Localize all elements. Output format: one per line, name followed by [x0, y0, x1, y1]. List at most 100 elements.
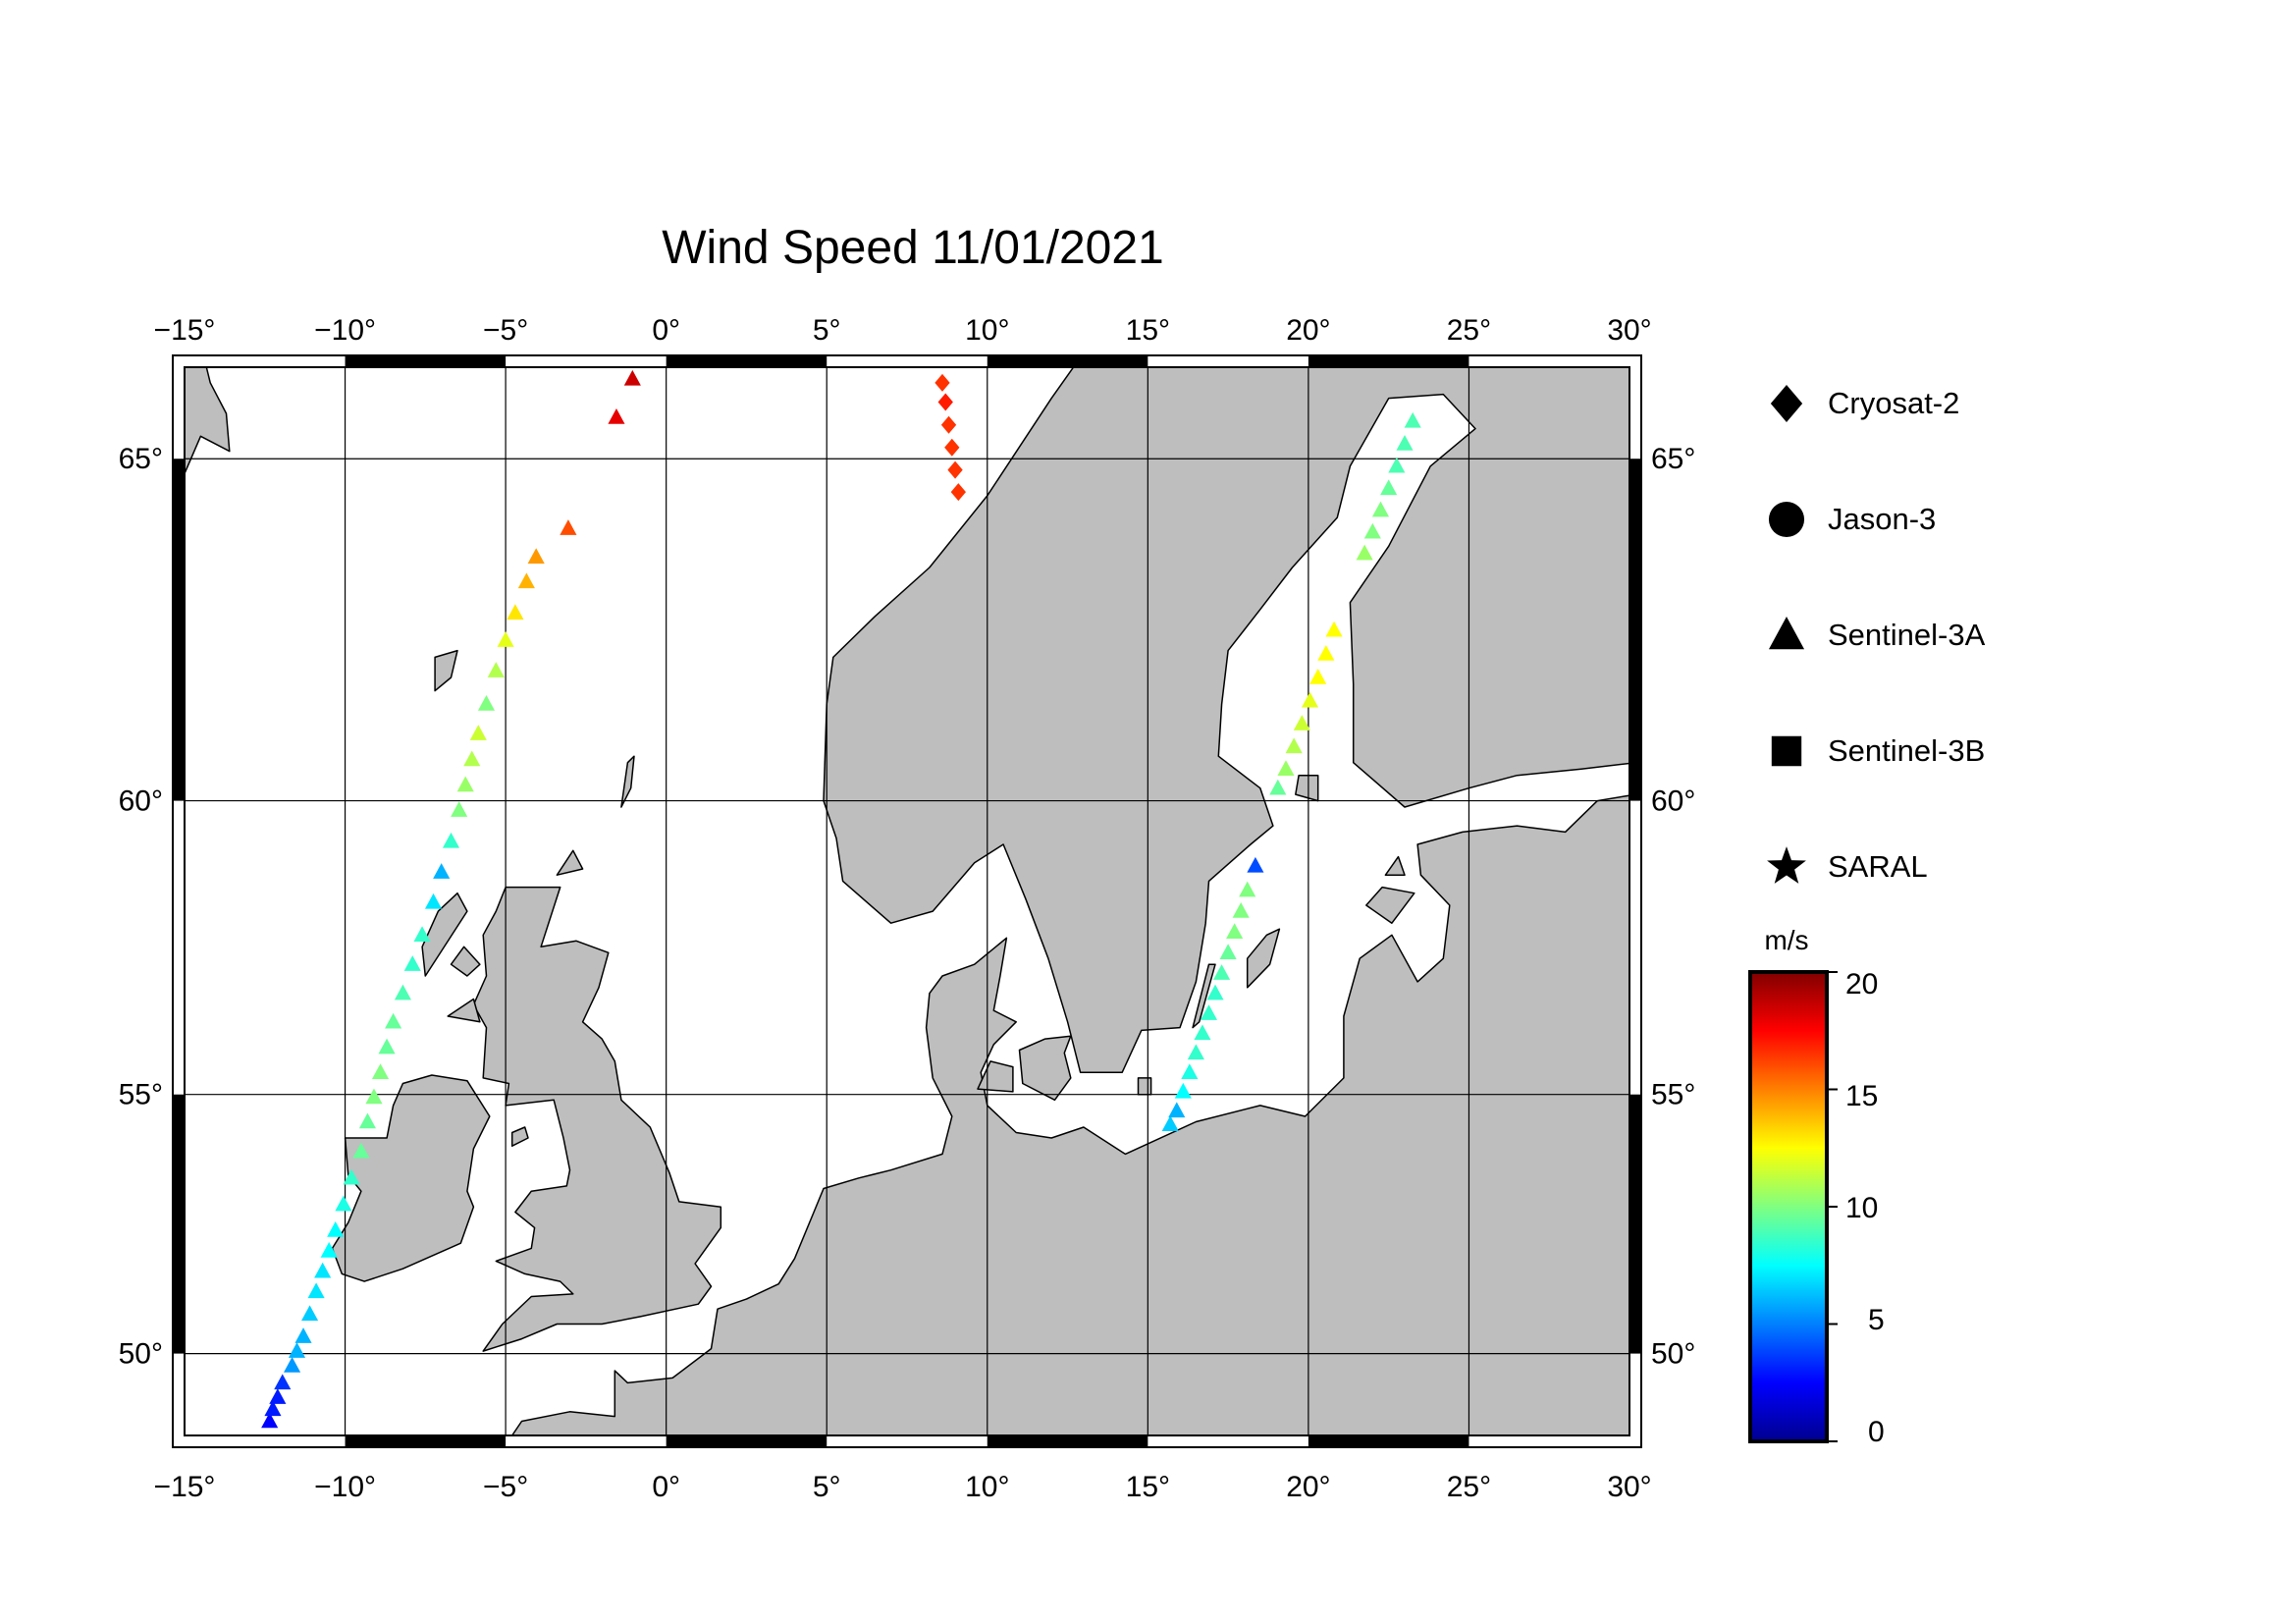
sentinel-3a-marker	[1174, 1082, 1192, 1099]
lon-tick-label-top: −5°	[483, 314, 528, 347]
legend-label: SARAL	[1828, 849, 1928, 884]
land-oland	[1192, 963, 1216, 1029]
lon-tick-label-bottom: 30°	[1607, 1471, 1651, 1503]
sentinel-3a-marker	[1293, 715, 1310, 730]
sentinel-3a-marker	[487, 662, 505, 677]
legend-symbol-triangle	[1768, 617, 1805, 650]
frame-bar-right	[1629, 459, 1641, 801]
sentinel-3a-marker	[1161, 1115, 1179, 1132]
sentinel-3a-marker	[307, 1282, 325, 1299]
sentinel-3a-marker	[269, 1388, 287, 1404]
sentinel-3a-marker	[403, 955, 421, 971]
sentinel-3a-marker	[1200, 1004, 1218, 1020]
lat-tick-label-right: 55°	[1651, 1079, 1695, 1111]
track-layer	[261, 369, 1421, 1429]
land-bornholm	[1137, 1077, 1152, 1096]
colorbar	[1748, 970, 1838, 1443]
land-gotland	[1246, 928, 1281, 989]
land-scandinavia	[823, 367, 1629, 1073]
legend-label: Sentinel-3A	[1828, 618, 1986, 652]
square-icon	[1767, 731, 1806, 771]
sentinel-3a-marker	[1226, 923, 1244, 940]
frame-bar-top	[345, 355, 507, 367]
legend-item-saral: SARAL	[1767, 842, 1928, 892]
sentinel-3a-marker	[1269, 779, 1287, 795]
frame-bar-bottom	[345, 1435, 507, 1447]
land-saaremaa	[1365, 886, 1415, 924]
sentinel-3a-marker	[442, 832, 460, 848]
sentinel-3a-marker	[477, 695, 496, 711]
land-lewis	[421, 892, 468, 977]
sentinel-3a-marker	[1404, 411, 1421, 428]
lat-tick-label-left: 50°	[119, 1338, 163, 1371]
sentinel-3a-marker	[1219, 944, 1237, 960]
land-funen	[977, 1060, 1014, 1093]
frame-bar-top	[1308, 355, 1469, 367]
sentinel-3a-marker	[274, 1374, 292, 1390]
sentinel-3a-marker	[433, 863, 451, 879]
sentinel-3a-marker	[1325, 621, 1343, 637]
lon-tick-label-bottom: 20°	[1286, 1471, 1330, 1503]
sentinel-3a-marker	[1396, 434, 1414, 451]
legend-symbol-square	[1771, 735, 1802, 767]
colorbar-unit: m/s	[1764, 925, 1809, 955]
colorbar-tick-label: 15	[1845, 1080, 1879, 1112]
lon-tick-label-bottom: 10°	[965, 1471, 1009, 1503]
sentinel-3a-marker	[1309, 668, 1327, 684]
circle-icon	[1767, 500, 1806, 539]
cryosat-2-marker	[947, 460, 963, 479]
legend-item-jason-3: Jason-3	[1767, 495, 1936, 544]
cryosat-2-marker	[934, 373, 950, 392]
sentinel-3a-marker	[352, 1142, 370, 1159]
cryosat-2-marker	[950, 483, 966, 502]
frame-bar-left	[173, 1094, 185, 1354]
lon-tick-label-bottom: 5°	[813, 1471, 841, 1503]
sentinel-3a-marker	[424, 893, 443, 909]
land-iceland-edge	[185, 367, 231, 475]
sentinel-3a-marker	[264, 1400, 282, 1417]
legend-item-cryosat-2: Cryosat-2	[1767, 379, 1959, 428]
sentinel-3a-marker	[456, 776, 474, 792]
sentinel-3a-marker	[288, 1342, 306, 1358]
sentinel-3a-marker	[314, 1262, 332, 1278]
sentinel-3a-marker	[301, 1305, 319, 1322]
legend-symbols	[1767, 385, 1806, 884]
sentinel-3a-marker	[469, 725, 487, 740]
sentinel-3a-marker	[1213, 964, 1231, 980]
land-hiiumaa	[1384, 855, 1406, 876]
sentinel-3a-marker	[294, 1327, 312, 1343]
colorbar-ramp	[1748, 970, 1829, 1443]
legend-symbol-diamond	[1770, 385, 1803, 422]
land-aland	[1295, 774, 1319, 802]
sentinel-3a-marker	[1187, 1044, 1204, 1060]
lat-tick-label-right: 65°	[1651, 443, 1695, 475]
sentinel-3a-marker	[378, 1038, 396, 1055]
lon-tick-label-bottom: −15°	[154, 1471, 216, 1503]
sentinel-3a-marker	[413, 926, 431, 943]
legend-label: Jason-3	[1828, 502, 1937, 536]
land-faroe	[434, 649, 458, 692]
legend-label: Cryosat-2	[1828, 386, 1960, 420]
sentinel-3a-marker	[507, 604, 524, 620]
sentinel-3a-marker	[1247, 856, 1264, 873]
legend-symbol-star	[1767, 846, 1806, 884]
lon-tick-label-top: −10°	[314, 314, 376, 347]
sentinel-3a-marker	[1181, 1063, 1199, 1079]
land-skye	[450, 946, 481, 977]
cryosat-2-marker	[944, 438, 960, 457]
sentinel-3a-marker	[1388, 457, 1406, 473]
frame-bar-bottom	[666, 1435, 828, 1447]
frame-bar-right	[1629, 1094, 1641, 1354]
sentinel-3a-marker	[527, 548, 545, 564]
sentinel-3a-marker	[1301, 691, 1319, 708]
sentinel-3a-marker	[1380, 479, 1398, 496]
page-title: Wind Speed 11/01/2021	[662, 222, 1164, 274]
sentinel-3a-marker	[1363, 522, 1381, 539]
land-continent	[510, 794, 1629, 1435]
sentinel-3a-marker	[517, 572, 535, 589]
sentinel-3a-marker	[1239, 881, 1256, 897]
legend-item-sentinel-3a: Sentinel-3A	[1767, 611, 1985, 660]
colorbar-tick-label: 0	[1868, 1416, 1885, 1448]
sentinel-3a-marker	[371, 1063, 390, 1079]
